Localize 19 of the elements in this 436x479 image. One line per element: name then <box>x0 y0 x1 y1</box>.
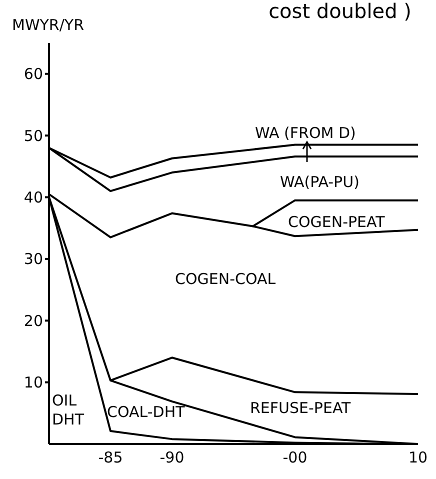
annotation: COAL-DHT <box>107 403 186 421</box>
x-tick-label: -85 <box>98 448 123 467</box>
y-tick-label: 40 <box>24 188 43 207</box>
y-tick-label: 20 <box>24 312 43 330</box>
annotation: WA (FROM D) <box>255 124 356 142</box>
annotation: COGEN-COAL <box>175 270 276 288</box>
y-tick-label: 30 <box>24 250 43 268</box>
y-tick-label: 10 <box>24 374 43 392</box>
chart-title: cost doubled ) <box>268 0 412 23</box>
x-tick-label: 10 <box>408 448 428 467</box>
x-tick-label: -90 <box>160 448 184 467</box>
annotation: OIL DHT <box>52 392 85 428</box>
annotation: REFUSE-PEAT <box>250 399 352 417</box>
y-axis-title: MWYR/YR <box>12 16 84 34</box>
annotation: COGEN-PEAT <box>288 213 386 231</box>
y-tick-label: 50 <box>24 126 43 145</box>
x-tick-label: -00 <box>282 448 308 467</box>
y-tick-label: 60 <box>24 65 43 84</box>
annotation: WA(PA-PU) <box>280 173 360 191</box>
